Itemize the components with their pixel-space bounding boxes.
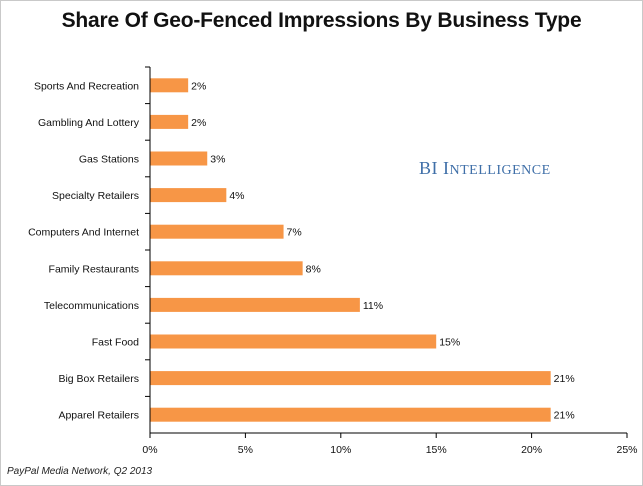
data-label: 21%	[554, 410, 575, 422]
bar	[150, 261, 303, 276]
x-tick-label: 0%	[142, 444, 157, 456]
source-note: PayPal Media Network, Q2 2013	[7, 466, 153, 477]
bar	[150, 371, 551, 386]
data-label: 2%	[191, 117, 206, 129]
x-tick-label: 10%	[330, 444, 351, 456]
category-label: Sports And Recreation	[34, 80, 139, 92]
category-label: Specialty Retailers	[52, 190, 139, 202]
data-label: 4%	[229, 190, 244, 202]
brand-logo: BI INTELLIGENCE	[419, 158, 551, 178]
data-label: 3%	[210, 154, 225, 166]
category-label: Apparel Retailers	[58, 410, 139, 422]
x-tick-label: 5%	[238, 444, 253, 456]
bar	[150, 151, 208, 166]
bar	[150, 297, 360, 312]
category-label: Big Box Retailers	[58, 373, 139, 385]
chart-title: Share Of Geo-Fenced Impressions By Busin…	[61, 9, 582, 32]
category-label: Telecommunications	[44, 300, 139, 312]
bar	[150, 78, 189, 93]
bar	[150, 224, 284, 239]
data-label: 15%	[439, 337, 460, 349]
category-label: Fast Food	[92, 337, 139, 349]
bar	[150, 188, 227, 203]
x-tick-label: 25%	[616, 444, 637, 456]
bar	[150, 334, 437, 349]
data-label: 2%	[191, 80, 206, 92]
category-label: Family Restaurants	[49, 263, 139, 275]
x-tick-label: 15%	[426, 444, 447, 456]
data-label: 21%	[554, 373, 575, 385]
category-label: Gas Stations	[79, 154, 139, 166]
bar	[150, 114, 189, 129]
data-label: 11%	[363, 300, 383, 312]
data-label: 7%	[287, 227, 302, 239]
data-label: 8%	[306, 263, 321, 275]
category-label: Gambling And Lottery	[38, 117, 140, 129]
bar	[150, 407, 551, 422]
x-tick-label: 20%	[521, 444, 542, 456]
category-label: Computers And Internet	[28, 227, 139, 239]
